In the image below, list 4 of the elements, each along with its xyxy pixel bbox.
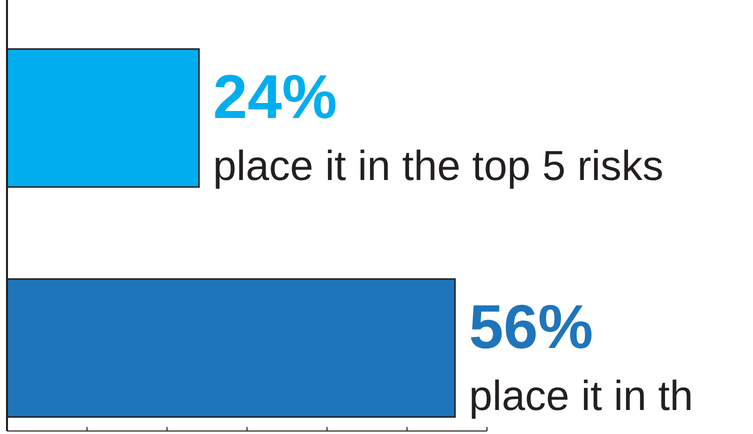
annotation: place it in th — [469, 372, 694, 420]
data-label: 24% — [213, 63, 338, 132]
data-label: 56% — [469, 293, 594, 362]
annotation: place it in the top 5 risks — [213, 142, 664, 190]
